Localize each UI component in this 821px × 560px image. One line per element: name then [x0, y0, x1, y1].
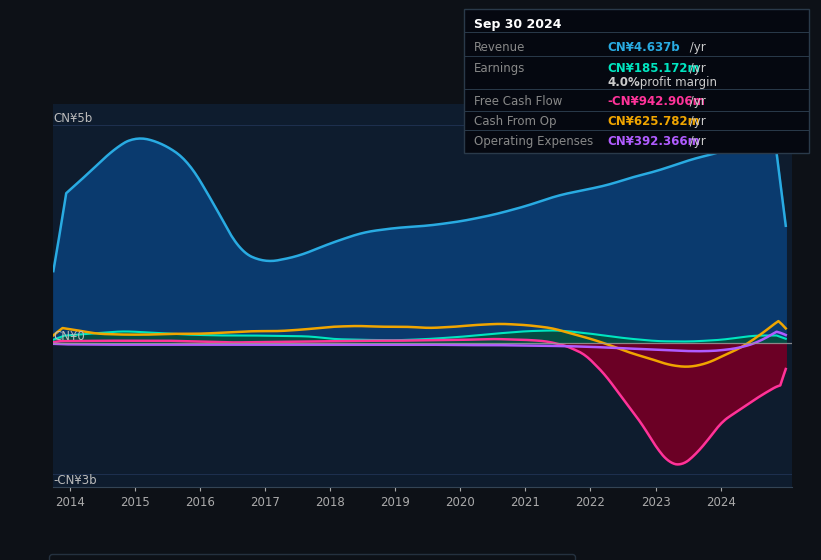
Text: /yr: /yr — [686, 40, 705, 54]
Text: profit margin: profit margin — [636, 76, 718, 89]
Text: CN¥392.366m: CN¥392.366m — [608, 134, 700, 148]
Text: -CN¥942.906m: -CN¥942.906m — [608, 95, 705, 109]
Text: -CN¥3b: -CN¥3b — [53, 474, 97, 487]
Text: CN¥625.782m: CN¥625.782m — [608, 115, 700, 128]
Text: /yr: /yr — [686, 115, 705, 128]
Text: CN¥4.637b: CN¥4.637b — [608, 40, 680, 54]
Text: CN¥5b: CN¥5b — [53, 113, 93, 125]
Text: /yr: /yr — [686, 62, 705, 75]
Legend: Revenue, Earnings, Free Cash Flow, Cash From Op, Operating Expenses: Revenue, Earnings, Free Cash Flow, Cash … — [49, 554, 575, 560]
Text: Cash From Op: Cash From Op — [474, 115, 556, 128]
Text: Earnings: Earnings — [474, 62, 525, 75]
Text: Revenue: Revenue — [474, 40, 525, 54]
Text: 4.0%: 4.0% — [608, 76, 640, 89]
Text: Sep 30 2024: Sep 30 2024 — [474, 18, 562, 31]
Text: Free Cash Flow: Free Cash Flow — [474, 95, 562, 109]
Text: /yr: /yr — [686, 95, 705, 109]
Text: CN¥185.172m: CN¥185.172m — [608, 62, 700, 75]
Text: CN¥0: CN¥0 — [53, 330, 85, 343]
Text: Operating Expenses: Operating Expenses — [474, 134, 593, 148]
Text: /yr: /yr — [686, 134, 705, 148]
